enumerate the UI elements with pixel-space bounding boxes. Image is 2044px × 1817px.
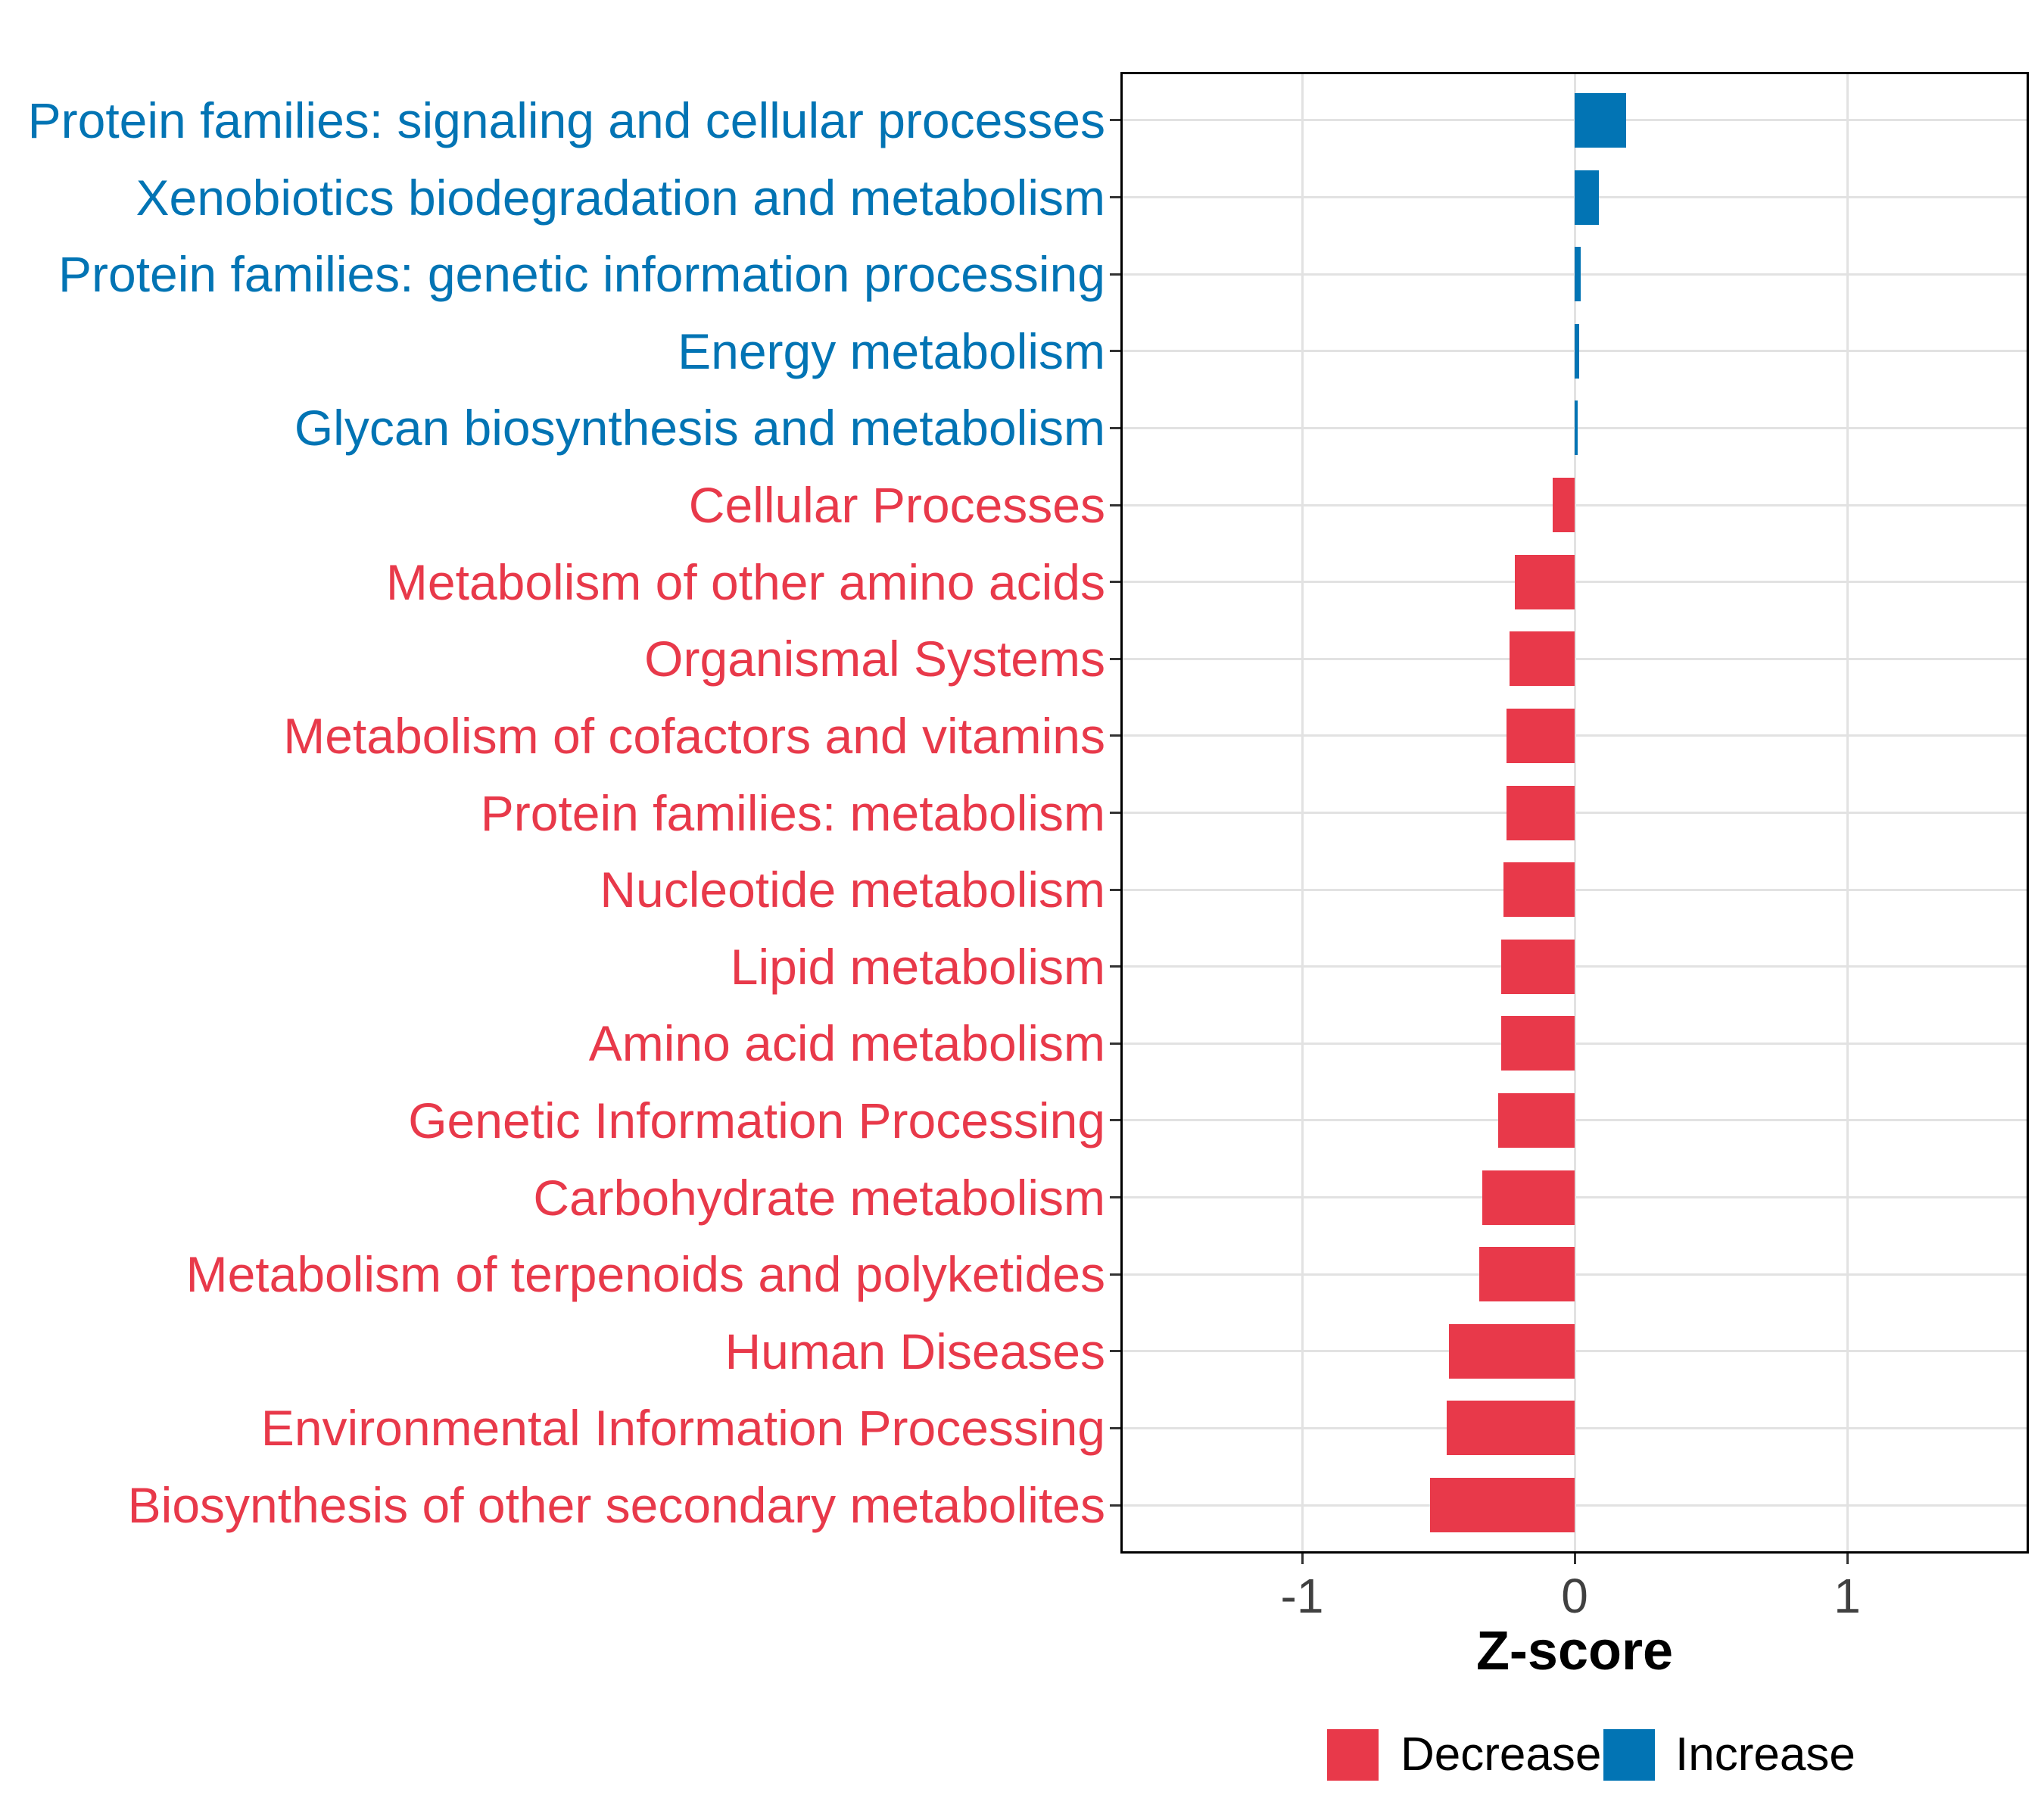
legend-swatch-decrease: [1327, 1729, 1379, 1781]
y-axis-tick: [1110, 196, 1120, 199]
x-axis-tick: [1846, 1554, 1849, 1564]
bar: [1500, 939, 1575, 994]
y-axis-tick: [1110, 812, 1120, 814]
bar: [1509, 631, 1575, 687]
category-label: Lipid metabolism: [730, 938, 1105, 995]
x-axis-tick: [1301, 1554, 1304, 1564]
category-label: Nucleotide metabolism: [600, 862, 1105, 918]
bar: [1449, 1323, 1575, 1379]
y-axis-tick: [1110, 1504, 1120, 1507]
bar: [1500, 1016, 1575, 1071]
y-axis-tick: [1110, 350, 1120, 353]
gridline-vertical: [1846, 74, 1849, 1551]
bar: [1575, 247, 1581, 302]
legend-label-increase: Increase: [1675, 1728, 1855, 1781]
y-axis-tick: [1110, 1196, 1120, 1199]
x-axis-tick-label: 0: [1561, 1569, 1588, 1623]
category-label: Organismal Systems: [644, 631, 1105, 687]
legend-swatch-increase: [1603, 1729, 1655, 1781]
bar: [1575, 92, 1627, 148]
y-axis-tick: [1110, 657, 1120, 660]
bar: [1430, 1478, 1575, 1533]
y-axis-tick: [1110, 273, 1120, 276]
y-axis-tick: [1110, 1350, 1120, 1353]
category-label: Glycan biosynthesis and metabolism: [294, 400, 1105, 457]
category-label: Metabolism of terpenoids and polyketides: [185, 1246, 1105, 1303]
legend-label-decrease: Decrease: [1401, 1728, 1602, 1781]
bar: [1503, 862, 1575, 918]
category-label: Protein families: metabolism: [480, 784, 1105, 841]
bar: [1507, 708, 1575, 763]
category-label: Energy metabolism: [678, 323, 1105, 379]
category-label: Metabolism of cofactors and vitamins: [283, 707, 1105, 764]
y-axis-tick: [1110, 965, 1120, 968]
bar: [1507, 785, 1575, 840]
y-axis-tick: [1110, 581, 1120, 584]
gridline-vertical: [1573, 74, 1576, 1551]
category-label: Environmental Information Processing: [260, 1400, 1105, 1457]
category-label: Protein families: genetic information pr…: [58, 246, 1105, 303]
x-axis-tick-label: -1: [1280, 1569, 1324, 1623]
category-label: Cellular Processes: [688, 477, 1105, 534]
bar: [1514, 554, 1575, 609]
category-label: Metabolism of other amino acids: [385, 553, 1105, 610]
bar: [1553, 478, 1575, 533]
y-axis-tick: [1110, 1273, 1120, 1276]
y-axis-tick: [1110, 503, 1120, 506]
category-label: Xenobiotics biodegradation and metabolis…: [136, 169, 1106, 226]
category-label: Amino acid metabolism: [588, 1015, 1105, 1072]
gridline-vertical: [1301, 74, 1304, 1551]
x-axis-tick: [1573, 1554, 1576, 1564]
y-axis-tick: [1110, 1042, 1120, 1045]
category-label: Genetic Information Processing: [408, 1092, 1105, 1148]
bar: [1498, 1092, 1575, 1148]
bar: [1446, 1401, 1575, 1456]
bar: [1575, 323, 1580, 379]
x-axis-tick-label: 1: [1834, 1569, 1861, 1623]
bar: [1479, 1247, 1575, 1302]
category-label: Protein families: signaling and cellular…: [27, 92, 1105, 148]
y-axis-tick: [1110, 734, 1120, 737]
y-axis-tick: [1110, 1426, 1120, 1429]
category-label: Carbohydrate metabolism: [533, 1169, 1105, 1226]
bar: [1575, 400, 1578, 456]
y-axis-tick: [1110, 888, 1120, 891]
y-axis-tick: [1110, 1119, 1120, 1122]
bar: [1482, 1170, 1575, 1225]
category-label: Biosynthesis of other secondary metaboli…: [127, 1477, 1105, 1534]
bar: [1575, 170, 1600, 225]
y-axis-tick: [1110, 426, 1120, 429]
category-label: Human Diseases: [724, 1323, 1105, 1379]
y-axis-tick: [1110, 119, 1120, 122]
plot-panel: [1120, 72, 2029, 1554]
x-axis-title: Z-score: [1475, 1621, 1674, 1681]
